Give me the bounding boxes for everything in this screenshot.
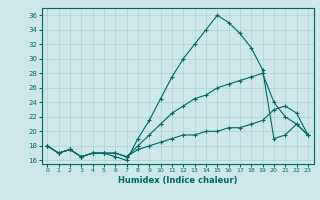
X-axis label: Humidex (Indice chaleur): Humidex (Indice chaleur) [118, 176, 237, 185]
